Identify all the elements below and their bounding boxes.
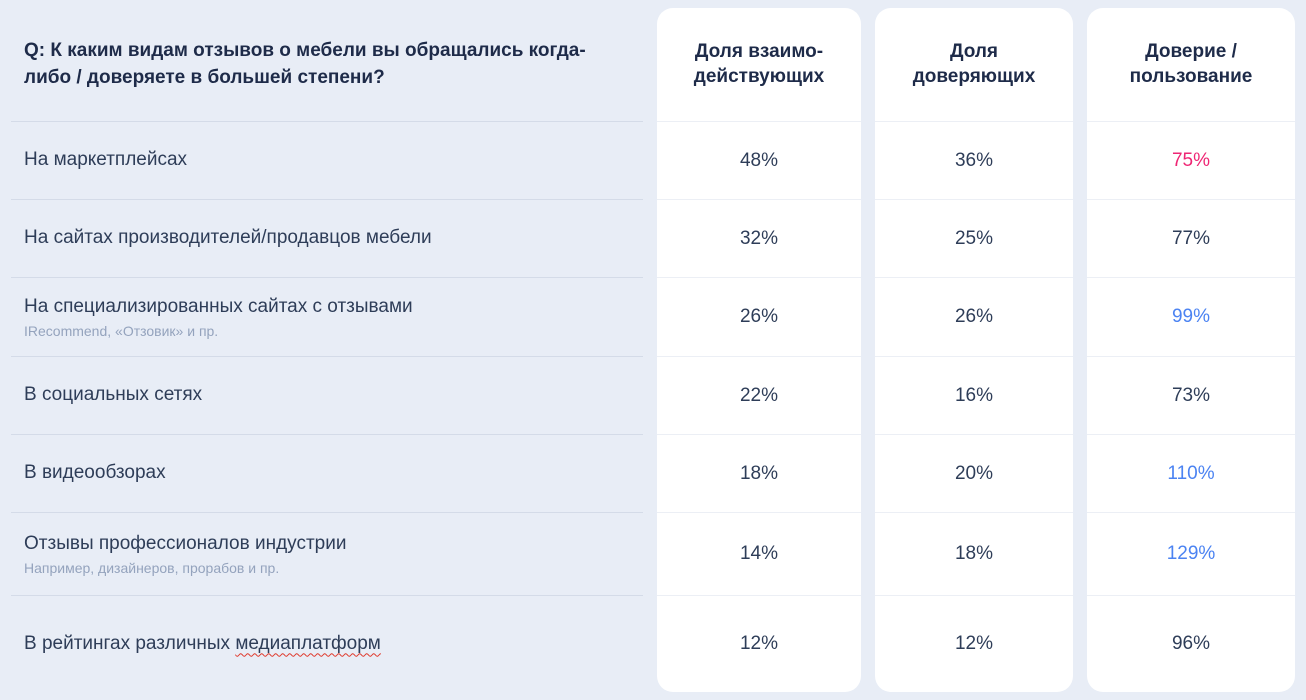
- trusting-value: 25%: [875, 200, 1073, 278]
- column-header-trusting: Доля доверяющих: [875, 8, 1073, 122]
- row-label: На сайтах производителей/продавцов мебел…: [24, 227, 432, 249]
- trusting-value: 20%: [875, 435, 1073, 513]
- trust-usage-value: 77%: [1087, 200, 1295, 278]
- row-label: На маркетплейсах: [24, 149, 188, 171]
- trusting-value: 26%: [875, 278, 1073, 357]
- row-subtitle: Например, дизайнеров, прорабов и пр.: [24, 560, 280, 577]
- column-header-line: Доверие /: [1145, 40, 1237, 62]
- row-label-cell: На сайтах производителей/продавцов мебел…: [11, 200, 643, 278]
- trust-usage-value: 99%: [1087, 278, 1295, 357]
- column-header-interacting: Доля взаимо- действующих: [657, 8, 861, 122]
- trusting-value: 18%: [875, 513, 1073, 596]
- row-label: На специализированных сайтах с отзывами: [24, 295, 413, 317]
- interacting-value: 14%: [657, 513, 861, 596]
- column-header-line: Доля взаимо-: [694, 40, 824, 62]
- interacting-value: 12%: [657, 596, 861, 692]
- column-header-line: пользование: [1129, 65, 1253, 87]
- row-label: В видеообзорах: [24, 462, 166, 484]
- row-label: В социальных сетях: [24, 384, 203, 406]
- row-label-cell: В социальных сетях: [11, 357, 643, 435]
- trust-usage-value: 129%: [1087, 513, 1295, 596]
- column-header-line: Доля: [949, 40, 999, 62]
- trust-usage-value: 110%: [1087, 435, 1295, 513]
- column-header-line: доверяющих: [912, 65, 1036, 87]
- interacting-value: 26%: [657, 278, 861, 357]
- interacting-value: 22%: [657, 357, 861, 435]
- trust-usage-value: 96%: [1087, 596, 1295, 692]
- trust-usage-value: 75%: [1087, 122, 1295, 200]
- column-header-trust-usage: Доверие / пользование: [1087, 8, 1295, 122]
- trusting-value: 12%: [875, 596, 1073, 692]
- row-label-cell: Отзывы профессионалов индустрии Например…: [11, 513, 643, 596]
- interacting-value: 18%: [657, 435, 861, 513]
- trusting-value: 16%: [875, 357, 1073, 435]
- trusting-value: 36%: [875, 122, 1073, 200]
- row-subtitle: IRecommend, «Отзовик» и пр.: [24, 323, 219, 340]
- row-label: В рейтингах различных: [24, 632, 236, 654]
- column-header-line: действующих: [693, 65, 825, 87]
- interacting-value: 32%: [657, 200, 861, 278]
- row-label-cell: На маркетплейсах: [11, 122, 643, 200]
- row-label-cell: В рейтингах различных медиаплатформ: [11, 596, 643, 692]
- row-label-underlined: медиаплатформ: [235, 632, 381, 654]
- question-cell: Q: К каким видам отзывов о мебели вы обр…: [11, 8, 643, 122]
- page-title: Q: К каким видам отзывов о мебели вы обр…: [24, 39, 586, 88]
- row-label-cell: На специализированных сайтах с отзывами …: [11, 278, 643, 357]
- row-label: Отзывы профессионалов индустрии: [24, 532, 347, 554]
- row-label-cell: В видеообзорах: [11, 435, 643, 513]
- interacting-value: 48%: [657, 122, 861, 200]
- trust-usage-value: 73%: [1087, 357, 1295, 435]
